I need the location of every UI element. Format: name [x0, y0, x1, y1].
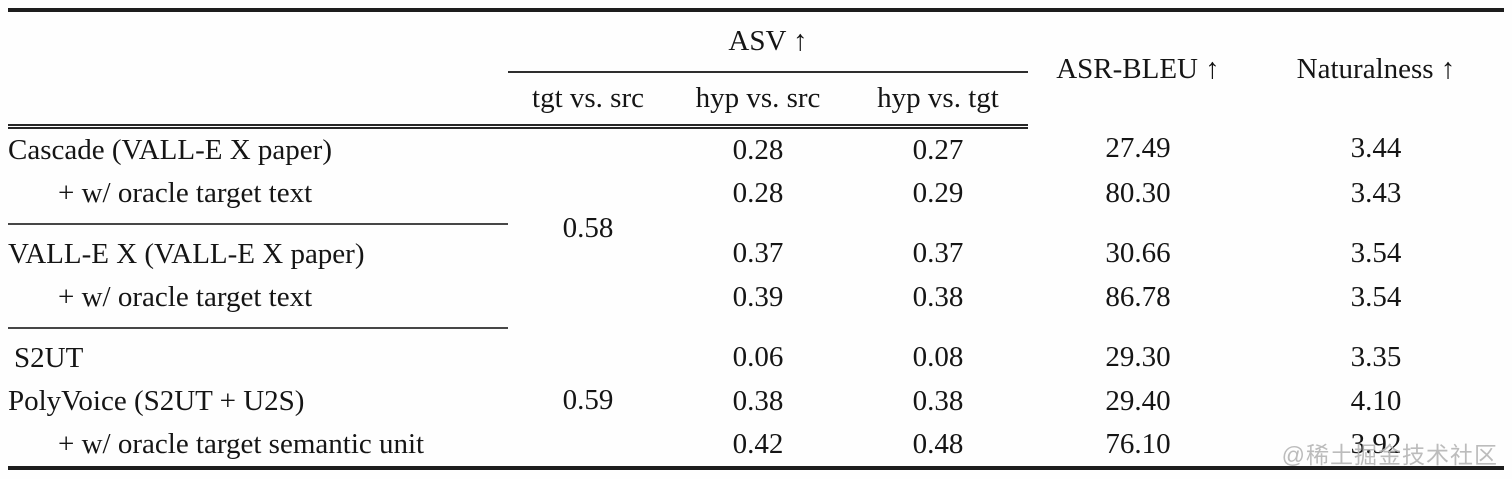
value-hyp-vs-src: 0.42 [732, 427, 784, 460]
value-naturalness: 3.35 [1350, 341, 1402, 373]
table-row-cascade-oracle-text: + w/ oracle target text 0.28 0.29 80.30 … [8, 171, 1504, 225]
value-hyp-vs-tgt: 0.29 [912, 177, 964, 209]
model-label: + w/ oracle target semantic unit [58, 427, 425, 460]
table-row-vall-e-x-oracle-text: + w/ oracle target text 0.39 0.38 86.78 … [8, 275, 1504, 329]
model-label: PolyVoice (S2UT + U2S) [8, 384, 305, 417]
header-corner-cell [8, 10, 508, 129]
value-naturalness: 3.54 [1350, 237, 1402, 269]
col-header-asr-bleu: ASR-BLEU ↑ [1056, 52, 1220, 85]
value-asr-bleu: 27.49 [1105, 132, 1171, 165]
table-row-polyvoice-oracle-unit: + w/ oracle target semantic unit 0.42 0.… [8, 423, 1504, 468]
model-label: + w/ oracle target text [8, 275, 508, 329]
value-hyp-vs-src: 0.37 [732, 237, 784, 269]
table-row-vall-e-x: VALL-E X (VALL-E X paper) 0.37 0.37 30.6… [8, 224, 1504, 276]
col-group-asv: ASV ↑ [508, 10, 1028, 73]
value-hyp-vs-tgt: 0.48 [912, 427, 964, 460]
table-row-s2ut: S2UT 0.59 0.06 0.08 29.30 3.35 [8, 328, 1504, 416]
header-sub-row: tgt vs. src hyp vs. src hyp vs. tgt [8, 72, 1504, 129]
value-naturalness: 3.92 [1350, 427, 1402, 460]
table-row-cascade: Cascade (VALL-E X paper) 0.58 0.28 0.27 … [8, 126, 1504, 243]
value-asr-bleu: 29.40 [1105, 384, 1171, 417]
results-table-container: ASV ↑ ASR-BLEU ↑ Naturalness ↑ tgt vs. s… [8, 8, 1504, 470]
value-hyp-vs-tgt: 0.38 [912, 384, 964, 417]
col-header-tgt-vs-src: tgt vs. src [508, 72, 668, 129]
value-hyp-vs-src: 0.06 [732, 341, 784, 373]
value-hyp-vs-src: 0.38 [732, 384, 784, 417]
table-header: ASV ↑ ASR-BLEU ↑ Naturalness ↑ tgt vs. s… [8, 10, 1504, 129]
table-row-polyvoice: PolyVoice (S2UT + U2S) 0.38 0.38 29.40 4… [8, 380, 1504, 423]
value-tgt-vs-src-group1: 0.58 [562, 211, 614, 244]
value-naturalness: 3.54 [1350, 281, 1402, 313]
model-label: VALL-E X (VALL-E X paper) [8, 237, 365, 270]
value-hyp-vs-src: 0.28 [732, 177, 784, 209]
value-hyp-vs-tgt: 0.37 [912, 237, 964, 269]
model-label: S2UT [14, 341, 84, 374]
col-header-naturalness: Naturalness ↑ [1296, 52, 1456, 85]
table-body: Cascade (VALL-E X paper) 0.58 0.28 0.27 … [8, 126, 1504, 468]
value-asr-bleu: 80.30 [1105, 177, 1171, 209]
model-label: + w/ oracle target text [8, 171, 508, 225]
value-asr-bleu: 30.66 [1105, 237, 1171, 269]
value-asr-bleu: 86.78 [1105, 281, 1171, 313]
col-header-hyp-vs-tgt: hyp vs. tgt [848, 72, 1028, 129]
value-tgt-vs-src-group2: 0.59 [562, 384, 614, 416]
value-hyp-vs-tgt: 0.08 [912, 341, 964, 373]
model-label: Cascade (VALL-E X paper) [8, 133, 332, 166]
value-hyp-vs-src: 0.39 [732, 281, 784, 313]
results-table: ASV ↑ ASR-BLEU ↑ Naturalness ↑ tgt vs. s… [8, 8, 1504, 470]
header-group-row: ASV ↑ ASR-BLEU ↑ Naturalness ↑ [8, 10, 1504, 129]
value-asr-bleu: 29.30 [1105, 341, 1171, 373]
value-hyp-vs-tgt: 0.38 [912, 281, 964, 313]
value-hyp-vs-src: 0.28 [732, 133, 784, 166]
value-naturalness: 4.10 [1350, 384, 1402, 417]
value-naturalness: 3.44 [1350, 132, 1402, 165]
value-hyp-vs-tgt: 0.27 [912, 133, 964, 166]
col-header-hyp-vs-src: hyp vs. src [668, 72, 848, 129]
value-naturalness: 3.43 [1350, 177, 1402, 209]
value-asr-bleu: 76.10 [1105, 427, 1171, 460]
